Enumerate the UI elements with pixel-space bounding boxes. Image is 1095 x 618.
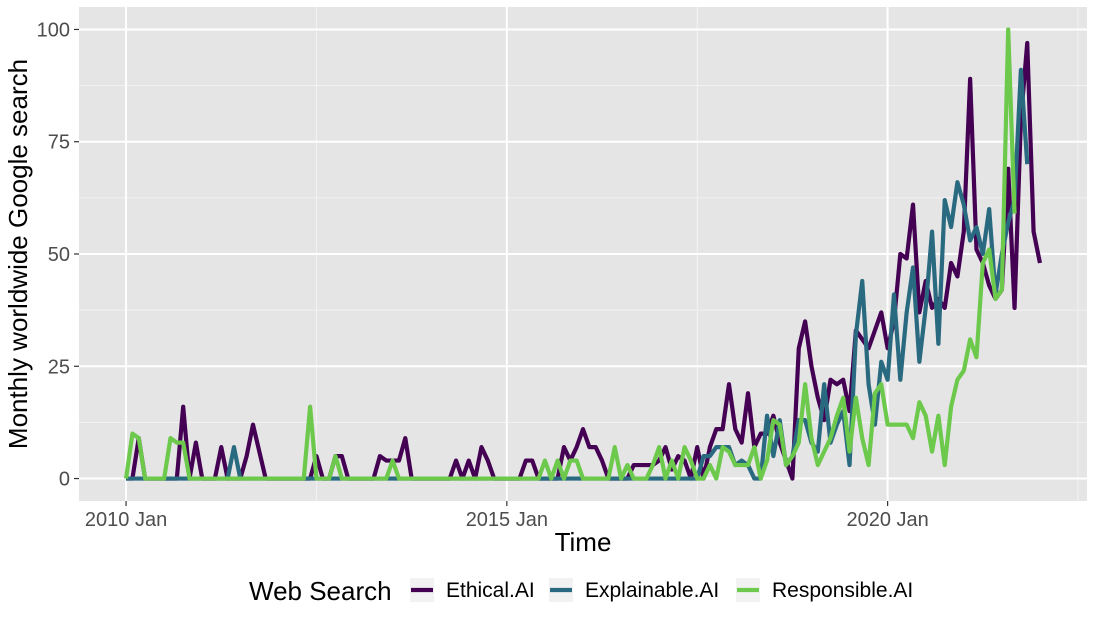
- legend-title: Web Search: [249, 576, 392, 606]
- series-lines: [123, 27, 1042, 481]
- y-tick-label: 25: [48, 356, 70, 378]
- x-tick-label: 2020 Jan: [846, 509, 928, 531]
- x-axis: 2010 Jan 2015 Jan 2020 Jan: [85, 501, 929, 531]
- x-tick-label: 2010 Jan: [85, 509, 167, 531]
- y-axis-title: Monthly worldwide Google search: [3, 59, 33, 449]
- x-tick-label: 2015 Jan: [466, 509, 548, 531]
- y-tick-label: 100: [37, 19, 70, 41]
- y-tick-label: 75: [48, 132, 70, 154]
- x-axis-title: Time: [555, 527, 612, 557]
- legend-label: Responsible.AI: [772, 579, 913, 602]
- series-line-responsible-ai: [123, 27, 1017, 481]
- y-tick-label: 0: [59, 469, 70, 491]
- legend-label: Ethical.AI: [446, 579, 535, 602]
- y-tick-label: 50: [48, 244, 70, 266]
- legend-label: Explainable.AI: [585, 579, 719, 602]
- y-axis: 0 25 50 75 100: [37, 19, 79, 491]
- legend: Web Search Ethical.AI Explainable.AI Respo…: [249, 576, 913, 606]
